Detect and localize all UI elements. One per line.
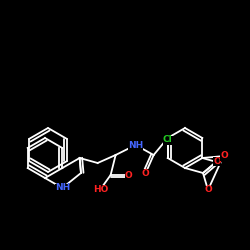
Text: O: O [142,168,150,177]
Text: O: O [125,170,132,179]
Text: Cl: Cl [163,136,172,144]
Text: HO: HO [93,184,108,194]
Text: NH: NH [128,140,143,149]
Text: O: O [220,152,228,160]
Text: NH: NH [55,184,70,192]
Text: O: O [204,186,212,194]
Text: O: O [213,156,221,166]
